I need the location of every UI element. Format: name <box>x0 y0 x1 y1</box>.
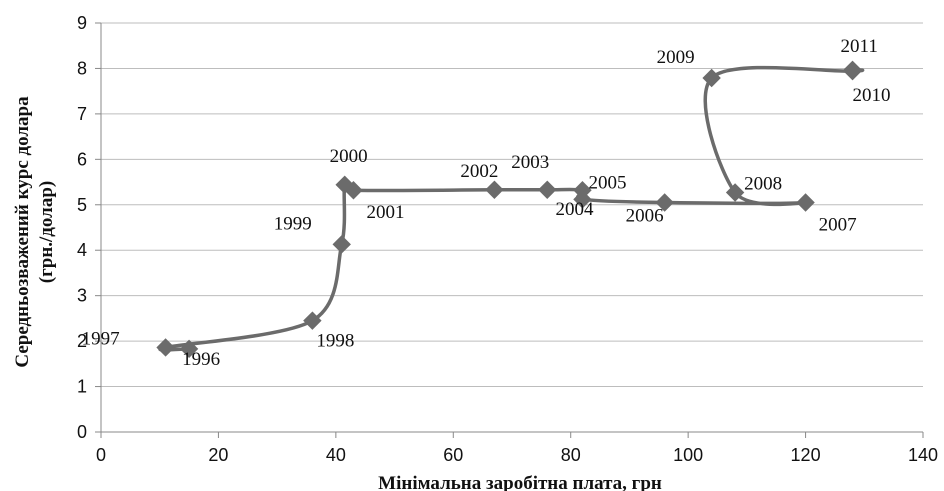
point-label: 2005 <box>588 172 626 193</box>
x-tick-label: 100 <box>673 445 703 465</box>
tick-labels: 0 1 2 3 4 5 6 7 8 9 0 20 40 60 80 100 120 140 <box>77 13 938 465</box>
point-labels: 1996 1997 1998 1999 2000 2001 2002 2003 2004 2005… <box>82 36 891 370</box>
y-tick-label: 7 <box>77 104 87 124</box>
point-label: 2000 <box>330 146 368 167</box>
point-label: 2008 <box>744 174 782 195</box>
y-axis-title-line2: (грн./долар) <box>36 181 57 283</box>
data-point-marker <box>702 68 721 88</box>
x-tick-label: 120 <box>791 445 821 465</box>
data-point-marker <box>179 339 199 359</box>
series-line <box>158 65 865 352</box>
point-label: 2010 <box>853 85 891 106</box>
y-axis-title-line1: Середньозважений курс долара <box>12 96 33 368</box>
data-point-marker <box>796 193 815 212</box>
x-tick-label: 60 <box>443 445 463 465</box>
point-label: 1998 <box>316 331 354 352</box>
data-point-marker <box>156 338 175 357</box>
data-point-marker <box>573 190 592 209</box>
data-point-marker <box>655 193 674 212</box>
data-point-marker <box>725 183 745 202</box>
data-point-marker <box>332 235 351 254</box>
point-label: 1996 <box>182 349 220 370</box>
data-point-marker <box>485 180 504 199</box>
gridlines <box>101 22 923 388</box>
y-tick-label: 1 <box>77 377 87 397</box>
y-tick-label: 2 <box>77 331 87 351</box>
axes <box>95 22 924 438</box>
point-label: 2003 <box>511 152 549 173</box>
data-point-marker <box>344 181 363 200</box>
point-label: 2002 <box>460 161 498 182</box>
data-point-marker <box>843 60 862 80</box>
y-tick-label: 9 <box>77 13 87 33</box>
point-label: 2011 <box>841 36 878 57</box>
x-tick-label: 80 <box>561 445 581 465</box>
y-tick-label: 8 <box>77 58 87 78</box>
data-markers <box>156 60 862 359</box>
x-axis-title: Мінімальна заробітна плата, грн <box>378 473 662 491</box>
x-tick-label: 40 <box>326 445 346 465</box>
y-tick-label: 4 <box>77 240 87 260</box>
x-tick-label: 0 <box>96 445 106 465</box>
data-point-marker <box>538 180 557 199</box>
y-tick-label: 0 <box>77 422 87 442</box>
point-label: 2001 <box>366 202 404 223</box>
x-tick-label: 140 <box>908 445 938 465</box>
point-label: 2006 <box>626 206 664 227</box>
point-label: 1999 <box>274 213 312 234</box>
data-point-marker <box>303 311 322 330</box>
point-label: 2007 <box>819 215 857 236</box>
point-label: 2004 <box>555 199 594 220</box>
y-tick-label: 5 <box>77 195 87 215</box>
x-tick-label: 20 <box>208 445 228 465</box>
point-label: 1997 <box>82 328 120 349</box>
y-tick-label: 3 <box>77 286 87 306</box>
y-tick-label: 6 <box>77 149 87 169</box>
point-label: 2009 <box>657 47 695 68</box>
